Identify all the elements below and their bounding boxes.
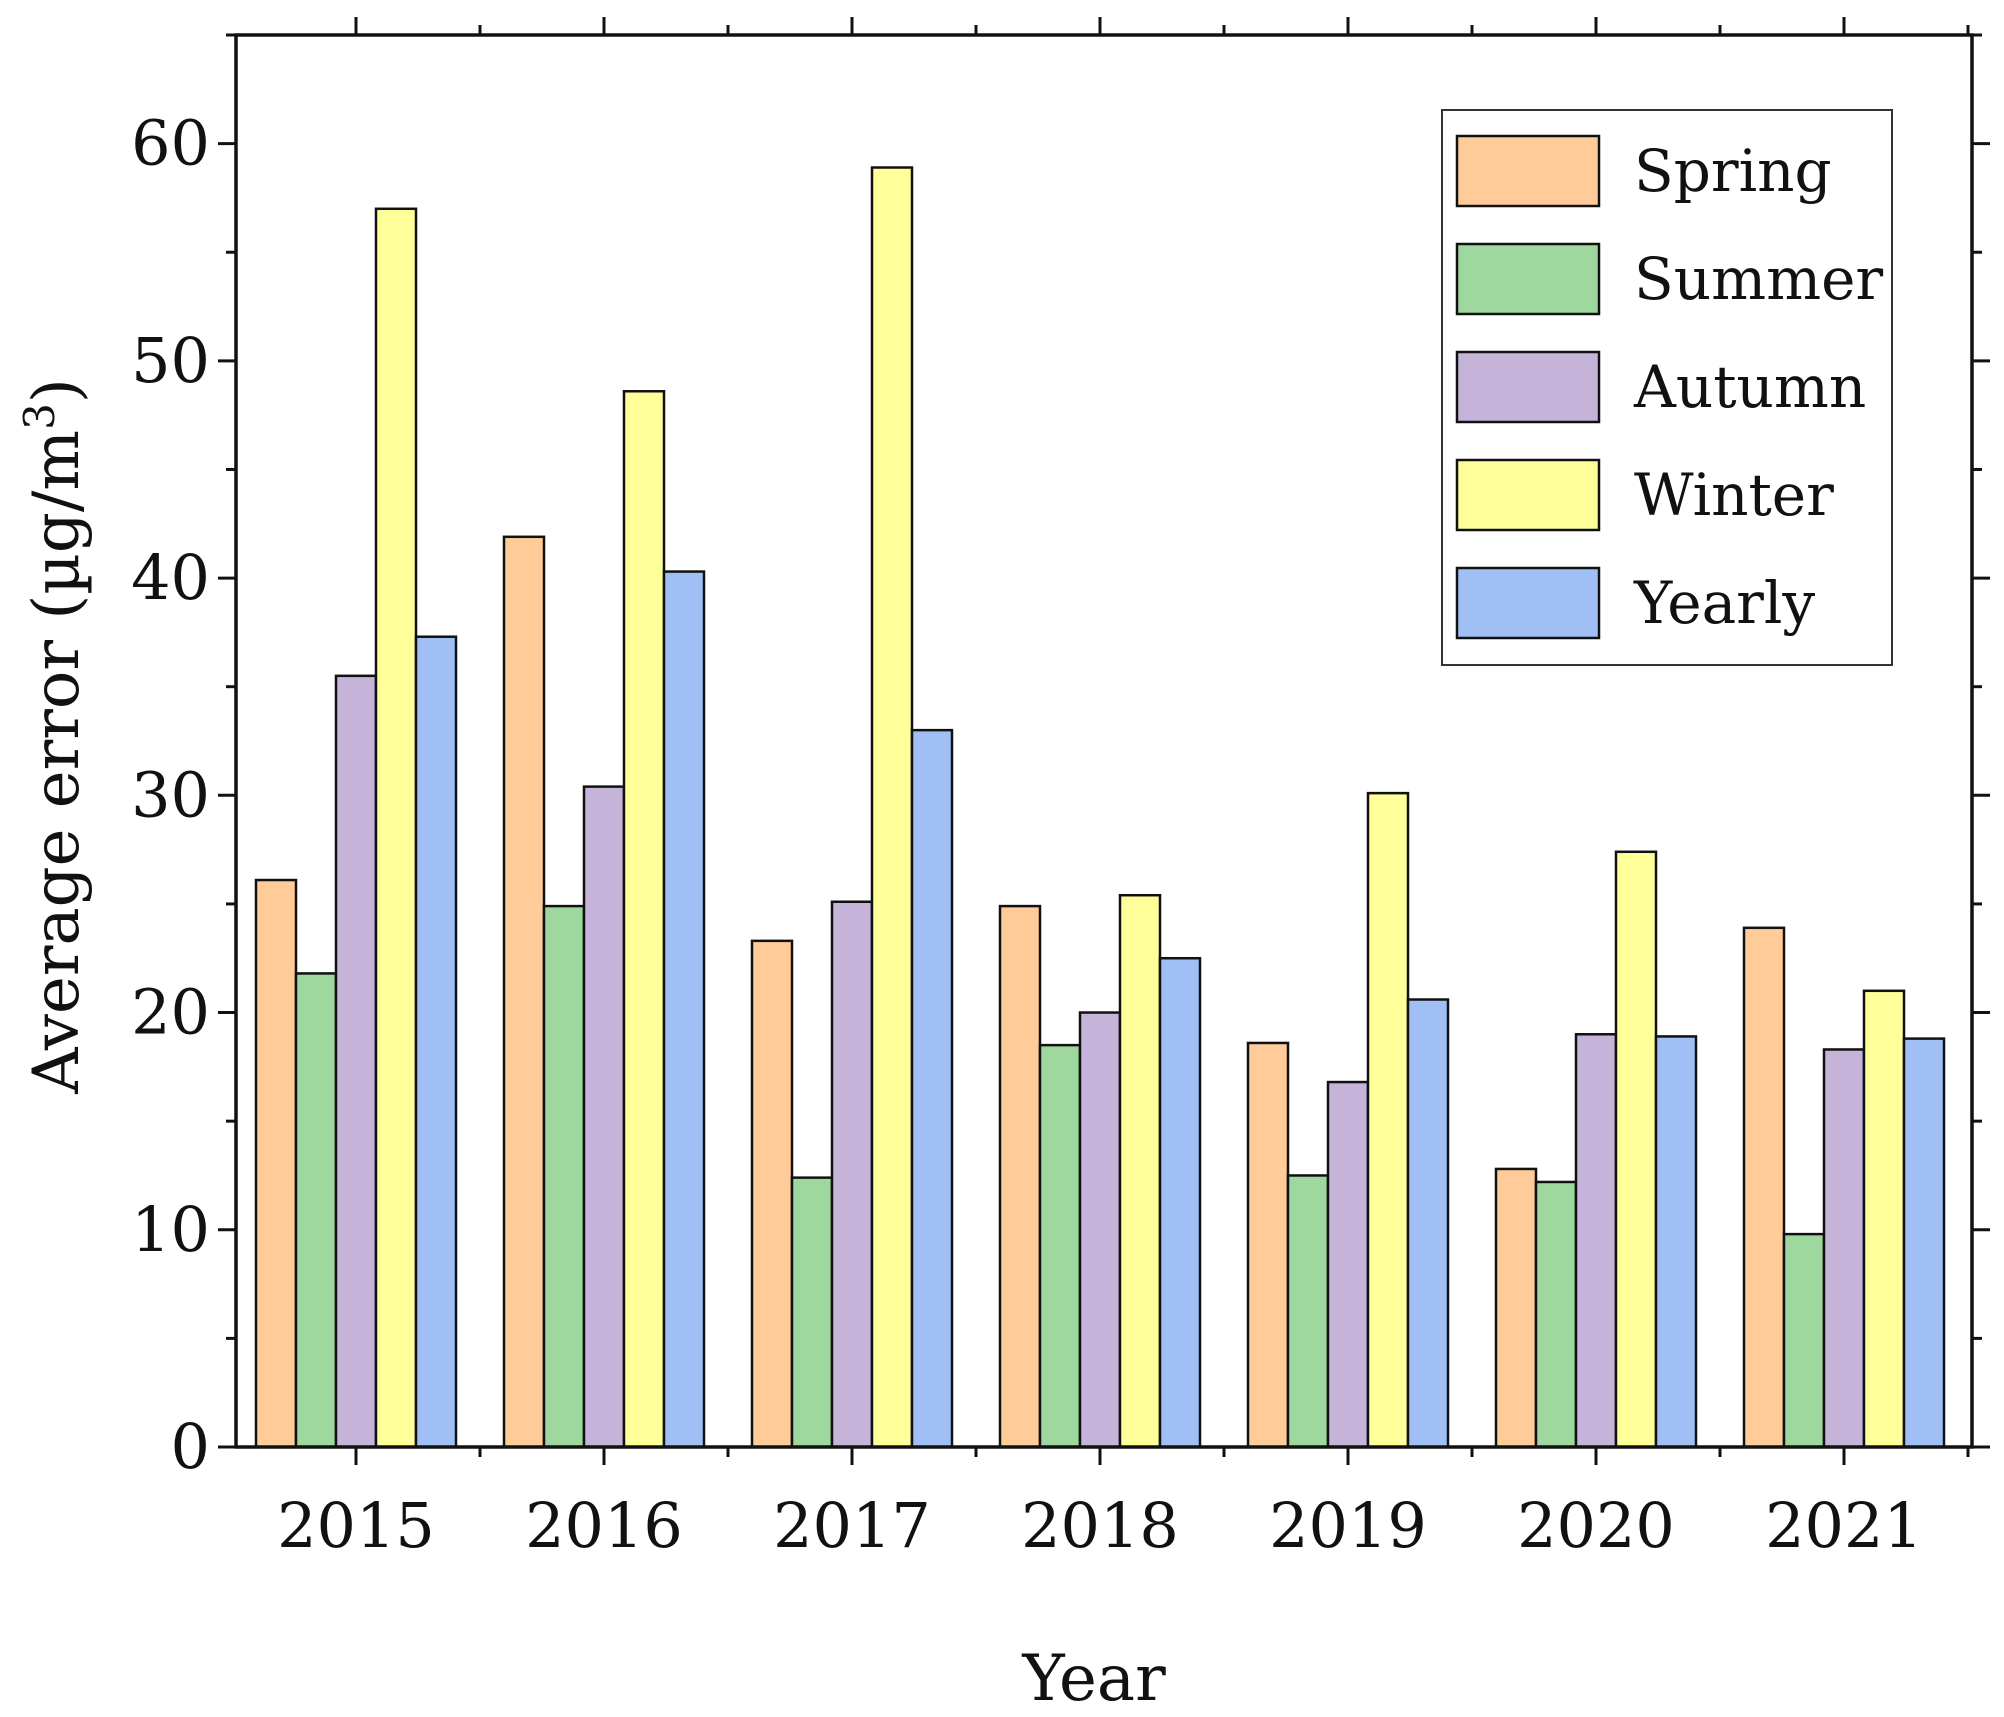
bar-spring-2018: [998, 904, 1042, 1449]
bar-autumn-2020: [1574, 1033, 1618, 1449]
bar-autumn-2021: [1822, 1048, 1866, 1449]
bar-yearly-2019: [1406, 998, 1450, 1449]
legend-swatch-autumn: [1455, 350, 1601, 424]
legend-swatch-winter: [1455, 458, 1601, 532]
bar-summer-2016: [542, 904, 586, 1449]
y-tick-label: 60: [131, 107, 210, 180]
legend-swatch-spring: [1455, 134, 1601, 208]
legend-label-yearly: Yearly: [1633, 569, 1815, 637]
y-axis-title-main: Average error (µg/m: [20, 430, 94, 1095]
bar-autumn-2016: [582, 785, 626, 1449]
bar-spring-2020: [1494, 1167, 1538, 1449]
bar-autumn-2015: [334, 674, 378, 1449]
bar-winter-2015: [374, 207, 418, 1449]
y-tick-label: 40: [131, 541, 210, 614]
plot-frame: [234, 33, 1974, 1449]
bar-autumn-2018: [1078, 1011, 1122, 1449]
legend-swatch-yearly: [1455, 566, 1601, 640]
x-axis-title: Year: [1021, 1642, 1166, 1716]
bar-summer-2021: [1782, 1232, 1826, 1449]
x-tick-label-2019: 2019: [1269, 1489, 1427, 1562]
bar-winter-2016: [622, 390, 666, 1449]
x-tick-label-2018: 2018: [1021, 1489, 1179, 1562]
bar-summer-2017: [790, 1176, 834, 1449]
bar-winter-2017: [870, 166, 914, 1449]
x-tick-label-2017: 2017: [773, 1489, 931, 1562]
bar-spring-2021: [1742, 926, 1786, 1449]
x-tick-label-2020: 2020: [1517, 1489, 1675, 1562]
y-tick-label: 20: [131, 976, 210, 1049]
bar-winter-2020: [1614, 850, 1658, 1449]
y-axis-title-sup: 3: [15, 403, 64, 430]
legend-label-winter: Winter: [1634, 461, 1834, 529]
bar-winter-2019: [1366, 791, 1410, 1449]
bar-summer-2015: [294, 972, 338, 1449]
bar-autumn-2017: [830, 900, 874, 1449]
bar-yearly-2017: [910, 728, 954, 1449]
legend-label-autumn: Autumn: [1633, 353, 1866, 421]
bars-layer: [254, 166, 1946, 1449]
bar-yearly-2020: [1654, 1035, 1698, 1449]
bar-yearly-2016: [662, 570, 706, 1449]
text-layer: 0 10 20 30 40 50 60 2015 2016 2017 2018 2019 2020 202…: [15, 107, 1923, 1716]
bar-spring-2015: [254, 878, 298, 1449]
bar-spring-2019: [1246, 1041, 1290, 1449]
bar-spring-2016: [502, 535, 546, 1449]
legend-label-summer: Summer: [1634, 245, 1883, 313]
bar-yearly-2015: [414, 635, 458, 1449]
y-axis-title-close: ): [20, 378, 94, 403]
bar-winter-2021: [1862, 989, 1906, 1449]
bar-summer-2020: [1534, 1180, 1578, 1449]
x-tick-label-2021: 2021: [1765, 1489, 1923, 1562]
bar-autumn-2019: [1326, 1080, 1370, 1449]
bar-spring-2017: [750, 939, 794, 1449]
legend: Spring Summer Autumn Winter Yearly: [1441, 109, 1893, 666]
bar-yearly-2018: [1158, 956, 1202, 1449]
y-tick-label: 50: [131, 324, 210, 397]
y-tick-label: 10: [131, 1193, 210, 1266]
y-tick-label: 0: [171, 1410, 210, 1483]
bar-summer-2019: [1286, 1174, 1330, 1449]
legend-label-spring: Spring: [1634, 137, 1832, 205]
bar-summer-2018: [1038, 1043, 1082, 1449]
bar-winter-2018: [1118, 893, 1162, 1449]
y-tick-label: 30: [131, 758, 210, 831]
y-axis-title: Average error (µg/m3): [15, 378, 94, 1095]
x-tick-label-2015: 2015: [277, 1489, 435, 1562]
legend-swatch-summer: [1455, 242, 1601, 316]
bar-yearly-2021: [1902, 1037, 1946, 1449]
axes-layer: [218, 17, 1990, 1465]
x-tick-label-2016: 2016: [525, 1489, 683, 1562]
